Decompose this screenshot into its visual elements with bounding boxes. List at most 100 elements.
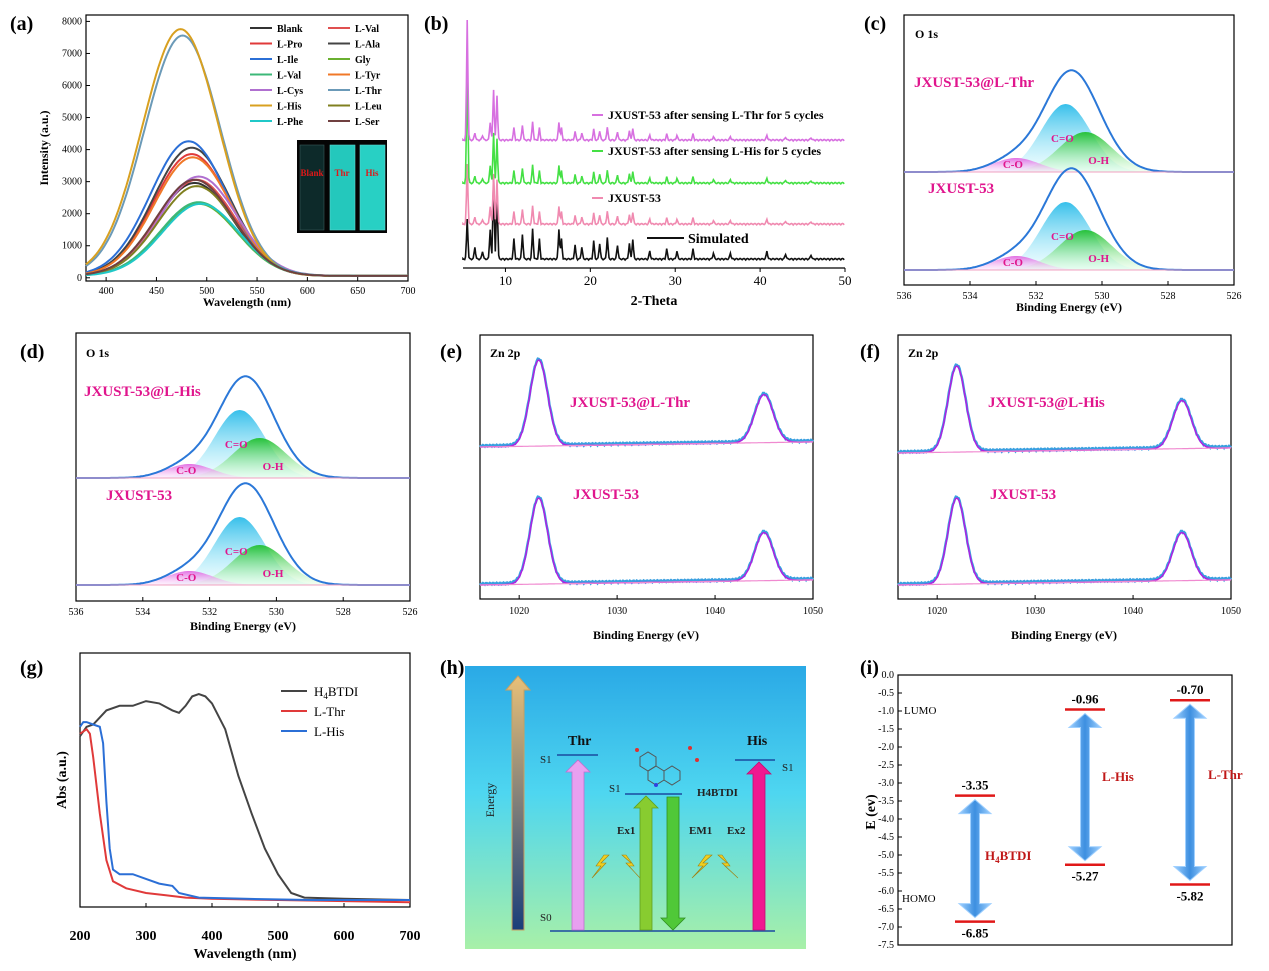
bottom-experimental	[897, 495, 1232, 587]
panel-i: 0.0 -0.5 -1.0 -1.5 -2.0 -2.5 -3.0 -3.5 -4.0 -4.5 -…	[864, 670, 1243, 951]
a-legend-label: L-Val	[355, 24, 379, 35]
panel-a-legend: Blank L-Val L-Pro L-Ala L-Ile Gly L-Val L-Tyr L-…	[250, 24, 382, 128]
legend-h4btdi-main: H	[314, 684, 323, 699]
zn-xtick-label: 1020	[509, 606, 529, 617]
em1-arrow	[660, 796, 686, 931]
a-ytick-label: 5000	[62, 113, 82, 124]
panel-label-d: (d)	[20, 341, 44, 363]
top-baseline	[480, 441, 813, 448]
a-xtick-label: 600	[300, 286, 315, 297]
s1-label-left: S1	[540, 754, 552, 766]
top-label-C=O: C=O	[225, 439, 248, 451]
b-pattern-3	[462, 19, 845, 143]
xps-xtick-label: 528	[336, 607, 351, 618]
s1-label-mid: S1	[609, 783, 621, 795]
panel-label-f: (f)	[860, 341, 880, 363]
b-xtick-label: 20	[584, 273, 597, 288]
panel-g-xlabel: Wavelength (nm)	[193, 947, 296, 962]
legend-text-simulated: Simulated	[688, 232, 749, 247]
i-ytick-label: -2.0	[878, 742, 894, 753]
panel-e-axis-ticks: 1020 1030 1040 1050	[509, 595, 823, 617]
inset-label-his: His	[365, 168, 379, 178]
i-ytick-label: -5.5	[878, 868, 894, 879]
panel-e-top-label: JXUST-53@L-Thr	[570, 395, 690, 411]
zn-xtick-label: 1040	[705, 606, 725, 617]
a-legend-label: L-Ala	[355, 40, 380, 51]
panel-c-axis-ticks: 536 534 532 530 528 526	[897, 281, 1242, 302]
a-xtick-label: 450	[149, 286, 164, 297]
panel-g: 200 300 400 500 600 700 Wavelength (nm) Abs (…	[55, 652, 421, 962]
panel-c-xlabel: Binding Energy (eV)	[1016, 300, 1122, 314]
panel-i-h4-sub: 4	[995, 855, 1000, 865]
lumo-label: LUMO	[904, 705, 936, 717]
panel-c: O 1s C=O O-H C-O C=O O-H C-O JXUST-53@L-Thr J…	[897, 14, 1242, 314]
zn-xtick-label: 1050	[1221, 606, 1241, 617]
thr-label: Thr	[568, 734, 591, 749]
top-label-C=O: C=O	[1051, 133, 1074, 145]
xps-xtick-label: 532	[202, 607, 217, 618]
g-curve-h4btdi	[79, 693, 411, 901]
panel-c-bottom-label: JXUST-53	[928, 181, 994, 197]
i-ytick-label: -6.0	[878, 886, 894, 897]
i-ytick-label: -4.5	[878, 832, 894, 843]
zn-xtick-label: 1030	[607, 606, 627, 617]
bottom-baseline	[480, 579, 813, 586]
panel-labels: (a) (b) (c) (d) (e) (f) (g) (h) (i)	[10, 13, 886, 679]
g-curve-l-his	[79, 721, 410, 901]
bottom-label-O-H: O-H	[263, 568, 284, 580]
i-ytick-label: -1.0	[878, 706, 894, 717]
panel-f-title: Zn 2p	[908, 346, 939, 360]
a-ytick-label: 1000	[62, 241, 82, 252]
panel-i-name-lthr: L-Thr	[1208, 767, 1243, 782]
zn-xtick-label: 1030	[1025, 606, 1045, 617]
xps-xtick-label: 532	[1029, 291, 1044, 302]
g-xtick-label: 600	[334, 929, 355, 944]
bottom-component-C-O	[76, 571, 410, 585]
molecule-atom-4	[695, 758, 699, 762]
panel-b-axis-ticks: 10 20 30 40 50	[499, 268, 852, 288]
ex1-arrow	[633, 795, 659, 931]
a-ytick-label: 6000	[62, 81, 82, 92]
panel-i-name-lhis: L-His	[1102, 769, 1134, 784]
top-baseline	[898, 447, 1231, 454]
panel-e-frame	[479, 334, 814, 600]
panel-i-frame	[897, 674, 1233, 946]
top-component-C=O	[904, 104, 1234, 172]
bottom-label-C=O: C=O	[1051, 231, 1074, 243]
homo-label: HOMO	[902, 893, 936, 905]
a-legend-label: Gly	[355, 55, 371, 66]
top-component-O-H	[904, 132, 1234, 172]
top-component-C=O	[76, 410, 410, 478]
i-ytick-label: 0.0	[882, 670, 895, 681]
bottom-component-C-O	[904, 256, 1234, 270]
panel-a: 400 450 500 550 600 650 7000100020003000400050…	[37, 14, 416, 309]
g-xtick-label: 200	[70, 929, 91, 944]
gap-arrow-0	[957, 798, 993, 919]
panel-d-bottom-label: JXUST-53	[106, 488, 172, 504]
a-legend-label: L-Ile	[277, 55, 299, 66]
panel-f-xlabel: Binding Energy (eV)	[1011, 628, 1117, 642]
xps-xtick-label: 526	[1227, 291, 1242, 302]
panel-e-bottom-label: JXUST-53	[573, 487, 639, 503]
a-ytick-label: 7000	[62, 48, 82, 59]
bottom-fit	[898, 497, 1231, 586]
xps-xtick-label: 536	[69, 607, 84, 618]
bottom-experimental	[479, 495, 814, 587]
a-legend-label: L-Phe	[277, 117, 304, 128]
a-ytick-label: 3000	[62, 177, 82, 188]
vial-thr	[329, 144, 356, 231]
i-ytick-label: -6.5	[878, 904, 894, 915]
panel-c-top-label: JXUST-53@L-Thr	[914, 75, 1034, 91]
legend-text-lhis: L-His	[314, 724, 344, 739]
inset-label-thr: Thr	[334, 168, 349, 178]
panel-i-axis-ticks: 0.0 -0.5 -1.0 -1.5 -2.0 -2.5 -3.0 -3.5 -4.0 -4.5 -…	[878, 670, 902, 951]
homo-value-0: -6.85	[961, 926, 989, 941]
panel-d-title: O 1s	[86, 346, 109, 360]
legend-text-h4btdi: H4BTDI	[314, 684, 358, 701]
homo-value-2: -5.82	[1176, 889, 1203, 904]
b-pattern-1	[462, 163, 845, 227]
panel-f-top-label: JXUST-53@L-His	[988, 395, 1105, 411]
b-pattern-0	[462, 174, 845, 262]
molecule-ring-3	[663, 765, 681, 786]
panel-g-curves	[79, 693, 411, 904]
